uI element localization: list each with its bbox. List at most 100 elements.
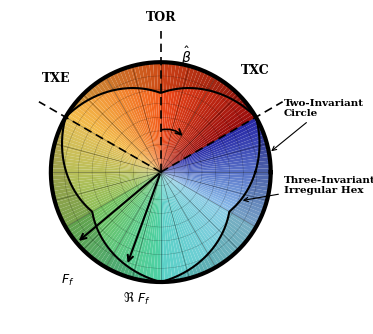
Polygon shape [66, 212, 93, 230]
Polygon shape [62, 133, 161, 172]
Polygon shape [70, 108, 74, 112]
Polygon shape [70, 172, 161, 185]
Polygon shape [161, 172, 186, 274]
Polygon shape [97, 95, 161, 172]
Polygon shape [153, 62, 158, 92]
Polygon shape [110, 90, 161, 172]
Polygon shape [120, 264, 127, 276]
Polygon shape [72, 220, 95, 240]
Polygon shape [62, 151, 161, 172]
Polygon shape [53, 146, 62, 151]
Polygon shape [249, 185, 270, 191]
Polygon shape [130, 172, 161, 270]
Polygon shape [226, 220, 250, 240]
Polygon shape [138, 274, 142, 280]
Polygon shape [161, 172, 214, 249]
Polygon shape [216, 240, 231, 259]
Polygon shape [127, 268, 133, 278]
Polygon shape [142, 275, 146, 281]
Polygon shape [161, 165, 257, 172]
Polygon shape [87, 238, 103, 256]
Polygon shape [51, 164, 65, 169]
Polygon shape [175, 64, 184, 89]
Polygon shape [121, 172, 161, 264]
Polygon shape [161, 115, 256, 172]
Polygon shape [79, 229, 99, 248]
Polygon shape [211, 79, 222, 92]
Polygon shape [82, 172, 161, 203]
Polygon shape [139, 172, 161, 275]
Polygon shape [117, 89, 161, 172]
Polygon shape [145, 277, 150, 282]
Polygon shape [186, 270, 191, 279]
Polygon shape [161, 89, 179, 172]
Polygon shape [161, 172, 176, 278]
Polygon shape [161, 172, 206, 259]
Polygon shape [229, 212, 256, 230]
Polygon shape [55, 196, 80, 206]
Polygon shape [84, 172, 161, 205]
Polygon shape [259, 146, 268, 151]
Polygon shape [146, 172, 161, 278]
Polygon shape [205, 75, 216, 90]
Polygon shape [161, 172, 224, 232]
Polygon shape [65, 117, 161, 172]
Polygon shape [241, 102, 247, 107]
Polygon shape [161, 172, 208, 257]
Polygon shape [96, 246, 109, 263]
Polygon shape [206, 254, 216, 269]
Polygon shape [51, 179, 70, 184]
Polygon shape [84, 101, 161, 172]
Polygon shape [218, 238, 234, 256]
Polygon shape [235, 96, 242, 103]
Text: TOR: TOR [145, 11, 176, 24]
Polygon shape [161, 117, 257, 172]
Polygon shape [82, 232, 100, 251]
Polygon shape [161, 121, 258, 172]
Polygon shape [247, 188, 269, 195]
Polygon shape [161, 172, 218, 243]
Polygon shape [130, 88, 161, 172]
Polygon shape [59, 127, 63, 133]
Text: $F_f$: $F_f$ [61, 273, 74, 288]
Polygon shape [161, 172, 240, 203]
Polygon shape [100, 93, 161, 172]
Polygon shape [90, 86, 100, 96]
Polygon shape [81, 103, 161, 172]
Polygon shape [87, 88, 97, 97]
Polygon shape [218, 83, 228, 95]
Polygon shape [62, 121, 65, 125]
Polygon shape [253, 175, 271, 180]
Polygon shape [188, 67, 198, 88]
Polygon shape [96, 81, 107, 93]
Polygon shape [161, 96, 228, 172]
Polygon shape [260, 138, 266, 144]
Polygon shape [90, 240, 105, 259]
Polygon shape [161, 151, 259, 172]
Polygon shape [161, 172, 234, 210]
Polygon shape [56, 198, 82, 210]
Text: TXC: TXC [241, 64, 270, 77]
Polygon shape [161, 103, 241, 172]
Polygon shape [198, 261, 206, 274]
Polygon shape [258, 127, 263, 133]
Polygon shape [161, 62, 164, 93]
Polygon shape [222, 86, 231, 96]
Polygon shape [161, 172, 189, 272]
Polygon shape [256, 164, 271, 169]
Polygon shape [107, 172, 161, 249]
Polygon shape [76, 99, 84, 105]
Polygon shape [116, 70, 127, 89]
Polygon shape [113, 72, 123, 89]
Text: $\Re\ F_f$: $\Re\ F_f$ [123, 291, 150, 307]
Polygon shape [161, 90, 211, 172]
Polygon shape [134, 64, 143, 89]
Polygon shape [182, 65, 191, 88]
Polygon shape [189, 268, 195, 278]
Polygon shape [92, 172, 161, 214]
Polygon shape [140, 88, 161, 172]
Polygon shape [99, 172, 161, 235]
Polygon shape [71, 172, 161, 188]
Polygon shape [244, 193, 267, 202]
Polygon shape [172, 277, 176, 282]
